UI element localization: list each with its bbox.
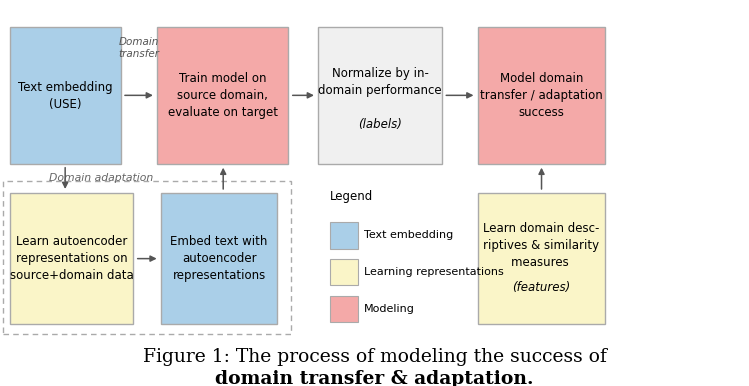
FancyBboxPatch shape <box>318 27 442 164</box>
Text: Text embedding
(USE): Text embedding (USE) <box>18 81 112 110</box>
Text: Learning representations: Learning representations <box>364 267 504 277</box>
FancyBboxPatch shape <box>161 193 277 324</box>
Text: Domain
transfer: Domain transfer <box>118 37 159 59</box>
Text: domain transfer & adaptation.: domain transfer & adaptation. <box>215 370 534 386</box>
Text: Modeling: Modeling <box>364 304 415 314</box>
FancyBboxPatch shape <box>478 27 605 164</box>
FancyBboxPatch shape <box>10 27 121 164</box>
FancyBboxPatch shape <box>330 222 358 249</box>
Text: Embed text with
autoencoder
representations: Embed text with autoencoder representati… <box>170 235 268 282</box>
FancyBboxPatch shape <box>478 193 605 324</box>
FancyBboxPatch shape <box>330 259 358 285</box>
Text: Normalize by in-
domain performance: Normalize by in- domain performance <box>318 67 442 97</box>
Text: Domain adaptation: Domain adaptation <box>49 173 153 183</box>
Text: Legend: Legend <box>330 190 373 203</box>
Text: Model domain
transfer / adaptation
success: Model domain transfer / adaptation succe… <box>480 72 603 119</box>
FancyBboxPatch shape <box>10 193 133 324</box>
FancyBboxPatch shape <box>157 27 288 164</box>
Text: Text embedding: Text embedding <box>364 230 453 240</box>
FancyBboxPatch shape <box>330 296 358 322</box>
Text: (labels): (labels) <box>358 118 402 131</box>
Text: Train model on
source domain,
evaluate on target: Train model on source domain, evaluate o… <box>168 72 278 119</box>
Text: Figure 1: The process of modeling the success of: Figure 1: The process of modeling the su… <box>142 348 607 366</box>
Text: (features): (features) <box>512 281 571 294</box>
Text: Learn autoencoder
representations on
source+domain data: Learn autoencoder representations on sou… <box>10 235 133 282</box>
Text: Learn domain desc-
riptives & similarity
measures: Learn domain desc- riptives & similarity… <box>483 222 600 269</box>
